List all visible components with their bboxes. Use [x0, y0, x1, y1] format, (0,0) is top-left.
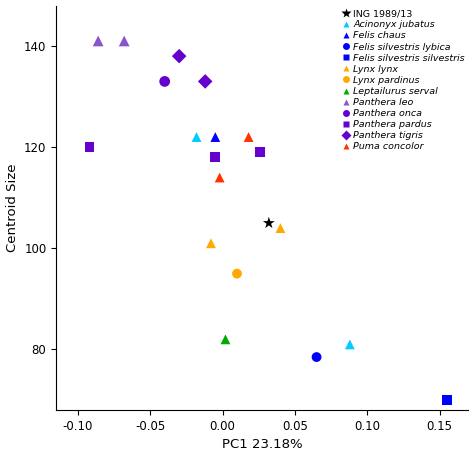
Point	[265, 219, 273, 227]
Point	[256, 149, 264, 156]
Point	[443, 396, 451, 404]
Point	[193, 133, 201, 141]
Point	[313, 353, 320, 361]
Point	[211, 154, 219, 161]
Point	[233, 270, 241, 277]
Point	[86, 143, 93, 151]
Point	[211, 133, 219, 141]
Y-axis label: Centroid Size: Centroid Size	[6, 164, 18, 252]
Point	[245, 133, 252, 141]
Point	[216, 174, 223, 181]
Point	[94, 37, 102, 45]
Point	[175, 53, 183, 60]
Point	[222, 336, 229, 343]
Point	[207, 239, 215, 247]
Point	[201, 78, 209, 85]
Point	[161, 78, 168, 85]
Point	[120, 37, 128, 45]
Legend: ING 1989/13, Acinonyx jubatus, Felis chaus, Felis silvestris lybica, Felis silve: ING 1989/13, Acinonyx jubatus, Felis cha…	[340, 8, 465, 152]
X-axis label: PC1 23.18%: PC1 23.18%	[222, 438, 302, 452]
Point	[277, 224, 284, 232]
Point	[346, 341, 354, 348]
